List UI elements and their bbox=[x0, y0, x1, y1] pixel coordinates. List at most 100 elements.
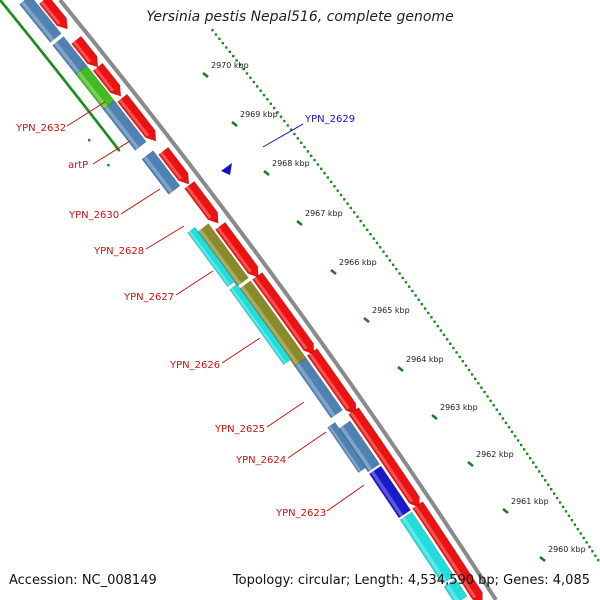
ruler-tick: 2968 kbp bbox=[263, 159, 310, 176]
ruler-dot bbox=[218, 37, 221, 41]
ruler-dot bbox=[395, 267, 398, 271]
reverse-gene-block bbox=[75, 65, 118, 113]
ruler-dot bbox=[458, 355, 461, 359]
gene-marker-ypn2629 bbox=[221, 163, 232, 175]
ruler-dot bbox=[579, 532, 582, 535]
ruler-dot bbox=[417, 298, 420, 301]
ruler-label: 2968 kbp bbox=[272, 159, 310, 168]
ruler-dot bbox=[214, 33, 218, 36]
ruler-dot bbox=[532, 461, 535, 464]
ruler-dot bbox=[117, 149, 121, 152]
genome-backbone bbox=[58, 0, 498, 600]
ruler-dot bbox=[221, 41, 225, 45]
ruler-dot bbox=[259, 89, 262, 92]
reverse-gene-block bbox=[399, 511, 455, 585]
ruler-dot bbox=[404, 281, 408, 284]
ruler-tick: 2963 kbp bbox=[431, 403, 478, 420]
ruler-dot bbox=[470, 373, 474, 376]
ruler-tick: 2960 kbp bbox=[539, 545, 586, 562]
ruler-dot bbox=[576, 527, 580, 531]
gene-label-ypn2625: YPN_2625 bbox=[214, 401, 305, 435]
ruler-dot bbox=[266, 98, 269, 101]
ruler-dot bbox=[420, 302, 424, 306]
gene-label-ypn2628: YPN_2628 bbox=[93, 225, 185, 257]
ruler-dot bbox=[319, 167, 323, 171]
ruler-dot bbox=[398, 272, 401, 275]
ruler-dot bbox=[391, 263, 395, 266]
ruler-dot bbox=[516, 439, 520, 442]
gene-label-ypn2626: YPN_2626 bbox=[169, 337, 261, 371]
leader-line bbox=[262, 123, 304, 148]
ruler-dot bbox=[401, 276, 404, 280]
ruler-dot bbox=[293, 132, 296, 136]
ruler-dot bbox=[433, 320, 436, 323]
ruler-dot bbox=[238, 63, 242, 66]
ruler-dot bbox=[549, 487, 553, 491]
ruler-dot bbox=[467, 368, 471, 372]
forward-gene-arrow bbox=[38, 0, 68, 30]
gene-label-ypn2624: YPN_2624 bbox=[235, 431, 327, 466]
ruler-dot bbox=[525, 452, 529, 456]
ruler-dot bbox=[339, 193, 343, 197]
ruler-dot bbox=[573, 523, 577, 526]
leader-line bbox=[145, 225, 185, 250]
forward-gene-arrow bbox=[158, 146, 190, 185]
ruler-dot bbox=[336, 189, 339, 192]
ruler-dot bbox=[507, 426, 511, 429]
ruler-dot bbox=[326, 176, 330, 179]
ruler-dot bbox=[276, 111, 279, 114]
ruler-dot bbox=[541, 474, 544, 478]
ruler-dot bbox=[388, 259, 392, 262]
ruler-dot bbox=[349, 206, 353, 210]
ruler-dot bbox=[262, 93, 266, 97]
gene-label-artp: artP bbox=[68, 140, 131, 171]
ruler-dot bbox=[107, 164, 110, 167]
reverse-gene-block bbox=[327, 422, 367, 473]
ruler-dot bbox=[464, 364, 468, 367]
ruler-dot bbox=[283, 119, 286, 123]
ruler-dot bbox=[430, 316, 433, 319]
ruler-dot bbox=[352, 211, 356, 214]
ruler-dot bbox=[273, 106, 276, 110]
ruler-dot bbox=[232, 54, 235, 58]
ruler-dot bbox=[346, 202, 349, 205]
ruler-dot bbox=[289, 128, 293, 131]
ruler-dot bbox=[306, 150, 310, 153]
ruler-dot bbox=[269, 102, 273, 105]
ruler-dot bbox=[461, 360, 465, 363]
reverse-strand-features bbox=[19, 0, 468, 600]
gene-label-text: YPN_2624 bbox=[235, 455, 286, 466]
ruler-dot bbox=[316, 163, 320, 166]
gene-label-ypn2632: YPN_2632 bbox=[15, 101, 106, 134]
ruler-dot bbox=[504, 421, 508, 425]
ruler-dot bbox=[455, 351, 458, 354]
ruler-dot bbox=[414, 294, 417, 297]
ruler-dot bbox=[356, 215, 359, 218]
ruler-dot bbox=[582, 536, 585, 540]
ruler-dot bbox=[544, 479, 547, 482]
ruler-dot bbox=[366, 228, 369, 232]
reverse-gene-block bbox=[368, 465, 411, 519]
ruler-dot bbox=[555, 496, 559, 500]
ruler-label: 2967 kbp bbox=[305, 209, 343, 218]
forward-gene-arrow bbox=[117, 93, 157, 142]
ruler-dot bbox=[449, 342, 452, 345]
ruler-dot bbox=[561, 505, 565, 509]
forward-gene-arrow bbox=[184, 180, 219, 224]
ruler-tick: 2966 kbp bbox=[330, 258, 377, 275]
ruler-dot bbox=[501, 417, 505, 420]
ruler-dot bbox=[564, 510, 568, 513]
ruler-dot bbox=[369, 232, 372, 236]
forward-gene-arrow bbox=[215, 221, 259, 278]
gene-label-text: YPN_2625 bbox=[214, 424, 265, 435]
ruler-dot bbox=[323, 171, 326, 175]
ruler-dot bbox=[372, 237, 375, 240]
ruler-label: 2970 kbp bbox=[211, 61, 249, 70]
accession-text: Accession: NC_008149 bbox=[9, 573, 157, 588]
forward-gene-arrow bbox=[252, 272, 315, 355]
ruler-dot bbox=[519, 443, 523, 447]
ruler-label: 2965 kbp bbox=[372, 306, 410, 315]
ruler-dot bbox=[436, 324, 439, 328]
ruler-dot bbox=[546, 483, 550, 486]
ruler-dot bbox=[535, 465, 538, 469]
